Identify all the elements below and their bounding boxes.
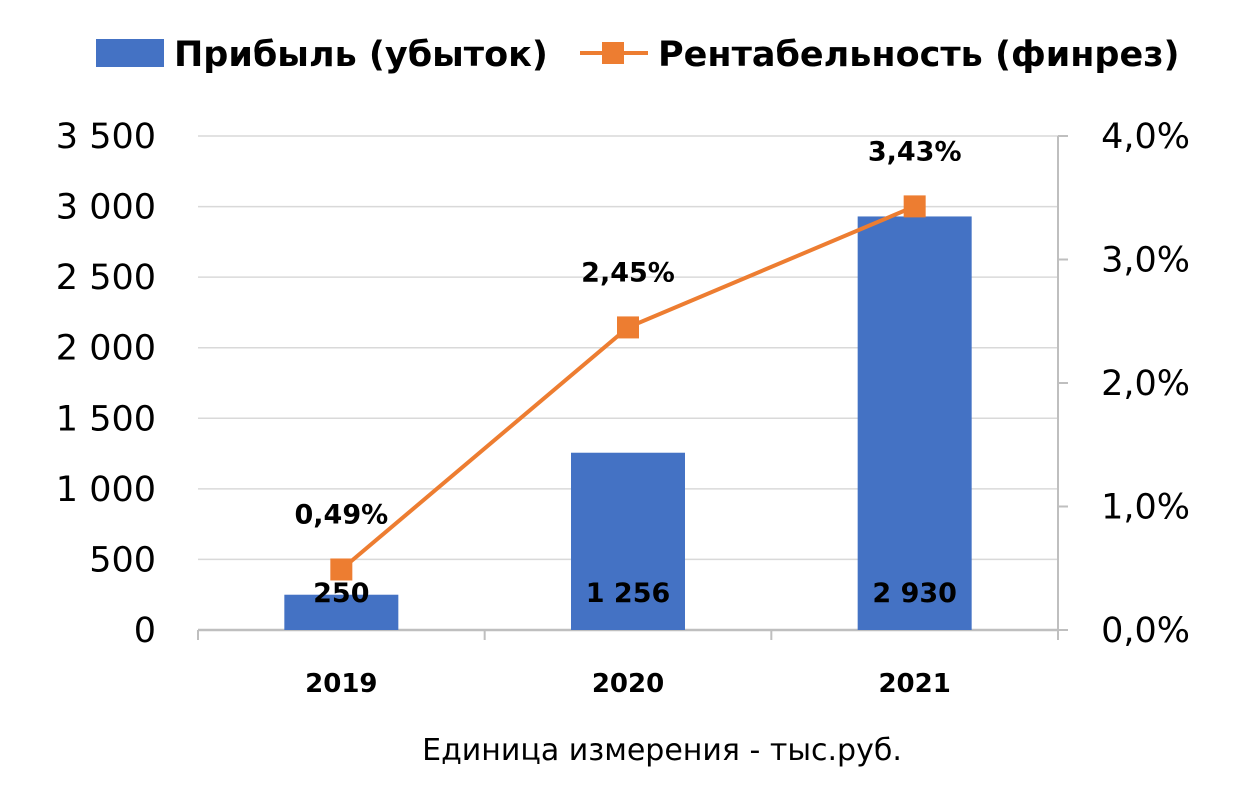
y-left-tick-label: 0	[134, 611, 156, 651]
y-right-tick-label: 4,0%	[1101, 117, 1190, 157]
x-category-label: 2019	[305, 669, 377, 699]
y-right-tick-label: 0,0%	[1101, 611, 1190, 651]
legend-swatch-bar	[96, 39, 164, 67]
y-right-tick-label: 2,0%	[1101, 364, 1190, 404]
line-marker	[903, 195, 926, 218]
bar-series	[284, 216, 972, 631]
axes: 0 500 1 000 1 500 2 000 2 500 3 000 3 500 0,0% 1,…	[56, 117, 1190, 699]
bar	[857, 216, 972, 631]
y-left-tick-label: 1 000	[56, 470, 156, 510]
unit-footnote: Единица измерения - тыс.руб.	[422, 733, 902, 768]
line-marker	[330, 558, 353, 581]
bar-value-label: 250	[313, 578, 369, 609]
bar-value-label: 2 930	[872, 578, 957, 609]
y-left-tick-label: 2 000	[56, 329, 156, 369]
line-series	[330, 195, 926, 581]
bar	[284, 594, 399, 630]
y-right-tick-label: 1,0%	[1101, 488, 1190, 528]
line-value-label: 0,49%	[294, 499, 388, 530]
y-left-tick-label: 3 500	[56, 117, 156, 157]
chart-legend: Прибыль (убыток) Рентабельность (финрез)	[96, 35, 1180, 75]
bar	[571, 452, 685, 630]
legend-label-bar: Прибыль (убыток)	[174, 35, 548, 75]
bar-value-label: 1 256	[586, 578, 671, 609]
y-left-tick-label: 3 000	[56, 188, 156, 228]
x-category-label: 2021	[878, 669, 950, 699]
data-labels: 250 1 256 2 930 0,49% 2,45% 3,43%	[294, 136, 961, 609]
legend-swatch-marker	[602, 42, 624, 64]
legend-label-line: Рентабельность (финрез)	[658, 35, 1180, 75]
line-value-label: 2,45%	[581, 257, 675, 288]
y-left-tick-label: 2 500	[56, 258, 156, 298]
y-left-tick-label: 500	[89, 540, 156, 580]
x-category-label: 2020	[592, 669, 664, 699]
y-right-tick-label: 3,0%	[1101, 241, 1190, 281]
y-left-tick-label: 1 500	[56, 399, 156, 439]
line-value-label: 3,43%	[868, 136, 962, 167]
line-marker	[617, 316, 639, 339]
